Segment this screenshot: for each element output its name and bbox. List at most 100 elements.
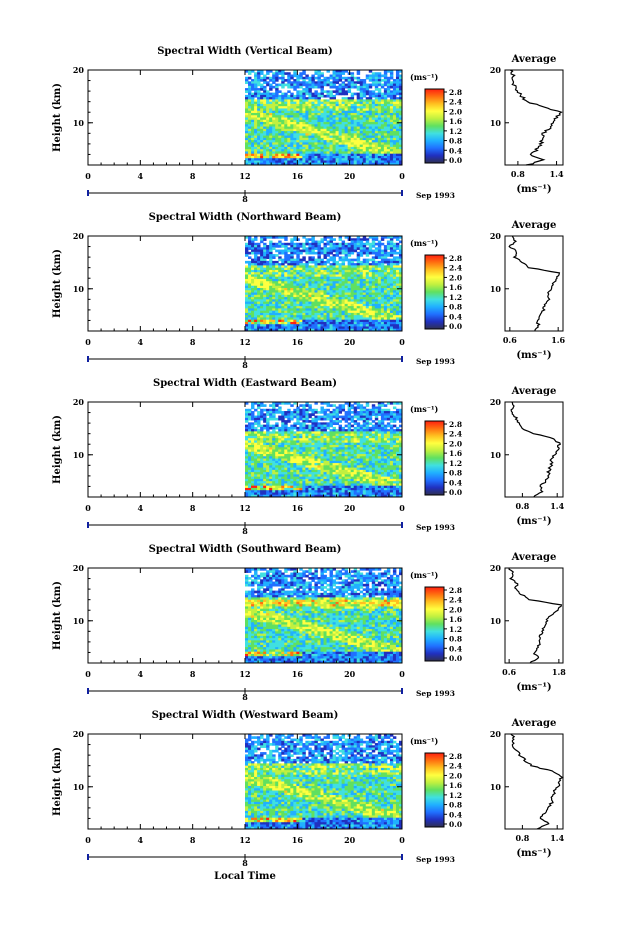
heatmap-cell bbox=[356, 278, 361, 282]
heatmap-cell bbox=[287, 97, 291, 100]
heatmap-cell bbox=[314, 112, 318, 116]
heatmap-cell bbox=[323, 124, 327, 127]
heatmap-cell bbox=[365, 411, 370, 414]
heatmap-cell bbox=[275, 299, 279, 302]
heatmap-cell bbox=[371, 426, 376, 430]
heatmap-cell bbox=[341, 117, 346, 121]
heatmap-cell bbox=[389, 140, 394, 143]
heatmap-cell bbox=[389, 94, 394, 98]
heatmap-cell bbox=[266, 153, 270, 157]
heatmap-cell bbox=[290, 411, 294, 414]
heatmap-cell bbox=[320, 278, 324, 282]
heatmap-cell bbox=[275, 115, 279, 118]
heatmap-cell bbox=[311, 420, 315, 423]
heatmap-cell bbox=[287, 85, 291, 89]
heatmap-cell bbox=[272, 440, 276, 444]
heatmap-cell bbox=[362, 158, 367, 161]
heatmap-cell bbox=[323, 242, 327, 246]
heatmap-cell bbox=[251, 324, 255, 327]
heatmap-cell bbox=[344, 438, 349, 441]
heatmap-cell bbox=[269, 119, 273, 123]
heatmap-cell bbox=[332, 308, 336, 312]
heatmap-cell bbox=[266, 249, 270, 253]
heatmap-cell bbox=[377, 431, 382, 435]
heatmap-cell bbox=[392, 242, 397, 246]
heatmap-cell bbox=[290, 404, 294, 407]
heatmap-cell bbox=[320, 312, 324, 316]
heatmap-cell bbox=[329, 236, 333, 239]
heatmap-cell bbox=[290, 438, 294, 441]
heatmap-cell bbox=[380, 319, 385, 323]
heatmap-cell bbox=[395, 306, 400, 309]
heatmap-cell bbox=[260, 153, 264, 157]
heatmap-cell bbox=[329, 258, 333, 262]
heatmap-cell bbox=[299, 276, 303, 280]
heatmap-cell bbox=[263, 303, 267, 307]
heatmap-cell bbox=[302, 303, 306, 307]
heatmap-cell bbox=[257, 310, 261, 314]
heatmap-cell bbox=[359, 292, 364, 296]
heatmap-cell bbox=[329, 117, 333, 121]
heatmap-cell bbox=[365, 249, 370, 253]
heatmap-cell bbox=[371, 131, 376, 134]
heatmap-cell bbox=[395, 110, 400, 114]
heatmap-cell bbox=[281, 442, 285, 446]
heatmap-cell bbox=[308, 433, 312, 437]
heatmap-cell bbox=[362, 135, 367, 139]
heatmap-cell bbox=[314, 133, 318, 136]
heatmap-cell bbox=[332, 426, 336, 430]
heatmap-cell bbox=[299, 328, 303, 332]
heatmap-cell bbox=[356, 417, 361, 421]
heatmap-cell bbox=[284, 315, 288, 318]
heatmap-cell bbox=[284, 303, 288, 307]
heatmap-cell bbox=[320, 99, 324, 103]
heatmap-cell bbox=[284, 112, 288, 116]
heatmap-cell bbox=[311, 101, 315, 105]
heatmap-cell bbox=[308, 281, 312, 284]
heatmap-cell bbox=[371, 162, 376, 166]
heatmap-cell bbox=[362, 413, 367, 416]
heatmap-cell bbox=[254, 119, 258, 123]
heatmap-cell bbox=[317, 74, 321, 78]
heatmap-cell bbox=[269, 440, 273, 444]
heatmap-cell bbox=[371, 281, 376, 284]
heatmap-cell bbox=[395, 137, 400, 141]
heatmap-cell bbox=[248, 292, 252, 296]
heatmap-cell bbox=[344, 251, 349, 255]
heatmap-cell bbox=[338, 72, 343, 75]
heatmap-cell bbox=[389, 265, 394, 269]
heatmap-cell bbox=[368, 155, 373, 159]
heatmap-cell bbox=[275, 290, 279, 293]
heatmap-cell bbox=[317, 288, 321, 291]
heatmap-cell bbox=[305, 433, 309, 437]
heatmap-cell bbox=[257, 415, 261, 419]
heatmap-cell bbox=[251, 417, 255, 421]
heatmap-cell bbox=[362, 288, 367, 291]
heatmap-cell bbox=[245, 81, 249, 84]
heatmap-cell bbox=[350, 140, 355, 143]
heatmap-cell bbox=[320, 247, 324, 250]
heatmap-cell bbox=[251, 117, 255, 121]
heatmap-cell bbox=[326, 297, 330, 300]
heatmap-cell bbox=[260, 238, 264, 241]
heatmap-cell bbox=[326, 79, 330, 82]
heatmap-cell bbox=[365, 158, 370, 161]
heatmap-cell bbox=[371, 245, 376, 248]
heatmap-cell bbox=[299, 438, 303, 441]
heatmap-cell bbox=[341, 76, 346, 80]
heatmap-cell bbox=[260, 249, 264, 253]
heatmap-cell bbox=[350, 238, 355, 241]
heatmap-cell bbox=[317, 285, 321, 289]
heatmap-cell bbox=[383, 260, 388, 264]
heatmap-cell bbox=[368, 426, 373, 430]
heatmap-cell bbox=[368, 245, 373, 248]
heatmap-cell bbox=[368, 151, 373, 155]
heatmap-cell bbox=[374, 292, 379, 296]
heatmap-cell bbox=[245, 260, 249, 264]
heatmap-cell bbox=[293, 324, 297, 327]
heatmap-cell bbox=[335, 299, 339, 302]
heatmap-cell bbox=[362, 260, 367, 264]
heatmap-cell bbox=[302, 97, 306, 100]
heatmap-cell bbox=[278, 402, 282, 405]
heatmap-cell bbox=[332, 133, 336, 136]
